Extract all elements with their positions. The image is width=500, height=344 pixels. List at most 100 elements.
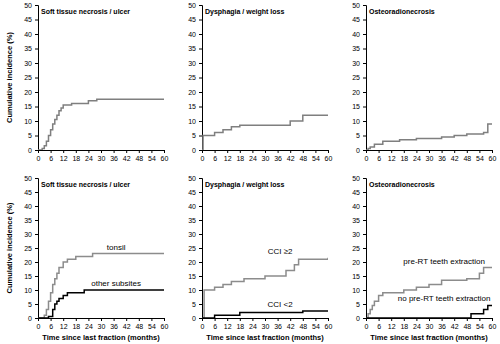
tick: 25 [188,245,202,252]
tick-label: 15 [352,103,360,110]
tick-label: 42 [123,155,131,162]
tick: 60 [161,150,169,162]
tick: 36 [438,150,446,162]
panel: 0510152025303540455006121824303642485460… [352,2,496,162]
tick: 18 [236,318,244,330]
tick: 36 [110,150,118,162]
tick-mark [363,318,366,319]
tick-mark [363,150,366,151]
tick-label: 0 [192,147,196,154]
tick-mark [199,220,202,221]
series-label: no pre-RT teeth extraction [398,294,491,303]
tick-mark [363,290,366,291]
tick: 40 [188,203,202,210]
tick-label: 36 [110,323,118,330]
tick-mark [35,5,38,6]
tick-mark [114,150,115,153]
tick-label: 0 [356,315,360,322]
tick-label: 40 [188,31,196,38]
tick-label: 36 [110,155,118,162]
tick-label: 10 [24,287,32,294]
tick: 30 [188,60,202,67]
tick-mark [88,318,89,321]
tick: 15 [352,103,366,110]
y-axis-title: Cumulative incidence (%) [5,202,14,293]
axis-line [367,319,493,322]
tick-mark [391,318,392,321]
tick-label: 50 [188,175,196,182]
tick-mark [416,150,417,153]
tick: 20 [352,259,366,266]
tick: 40 [352,203,366,210]
tick-label: 48 [135,155,143,162]
tick-label: 30 [352,231,360,238]
tick-label: 30 [352,60,360,67]
tick: 24 [249,318,257,330]
tick-mark [363,304,366,305]
tick-label: 50 [352,2,360,9]
tick-label: 60 [489,155,497,162]
axis-line [39,151,165,154]
tick: 30 [426,150,434,162]
tick-label: 0 [37,323,41,330]
tick: 5 [192,301,202,308]
tick: 10 [24,118,38,125]
tick-label: 48 [463,323,471,330]
plot-area [202,258,328,318]
tick: 45 [188,189,202,196]
tick-label: 6 [49,323,53,330]
tick: 20 [24,259,38,266]
tick-mark [35,107,38,108]
tick-mark [363,78,366,79]
tick: 60 [325,150,333,162]
tick: 0 [356,315,366,322]
tick-label: 42 [123,323,131,330]
tick: 6 [377,318,381,330]
tick: 35 [352,217,366,224]
plot-area [38,99,164,150]
tick: 10 [188,118,202,125]
tick-label: 42 [287,323,295,330]
tick-mark [199,262,202,263]
tick-mark [35,248,38,249]
tick-label: 40 [24,31,32,38]
step-line [202,311,328,318]
x-axis-title: Time since last fraction (months) [206,333,324,342]
tick: 40 [24,31,38,38]
x-axis: 06121824303642485460 [37,318,169,330]
tick: 5 [192,132,202,139]
tick-mark [328,150,329,153]
tick-mark [199,107,202,108]
tick: 12 [60,150,68,162]
tick-mark [114,318,115,321]
tick: 36 [274,318,282,330]
tick: 30 [98,150,106,162]
tick: 5 [356,301,366,308]
tick-label: 42 [451,323,459,330]
tick-label: 30 [262,323,270,330]
tick: 12 [60,318,68,330]
tick-label: 35 [352,217,360,224]
tick-label: 10 [188,118,196,125]
panel-title: Osteoradionecrosis [369,181,435,188]
tick: 40 [24,203,38,210]
tick-mark [38,150,39,153]
tick-mark [442,318,443,321]
tick-mark [363,5,366,6]
tick-label: 0 [192,315,196,322]
tick: 6 [49,318,53,330]
tick-mark [363,92,366,93]
tick-mark [199,5,202,6]
tick: 50 [24,2,38,9]
tick-mark [199,34,202,35]
tick: 0 [365,150,369,162]
step-line [38,99,164,150]
tick-mark [363,49,366,50]
tick-mark [467,150,468,153]
tick: 20 [352,89,366,96]
tick-label: 25 [188,245,196,252]
tick: 54 [312,150,320,162]
tick-mark [35,206,38,207]
tick-mark [363,262,366,263]
axis-line [367,151,493,154]
